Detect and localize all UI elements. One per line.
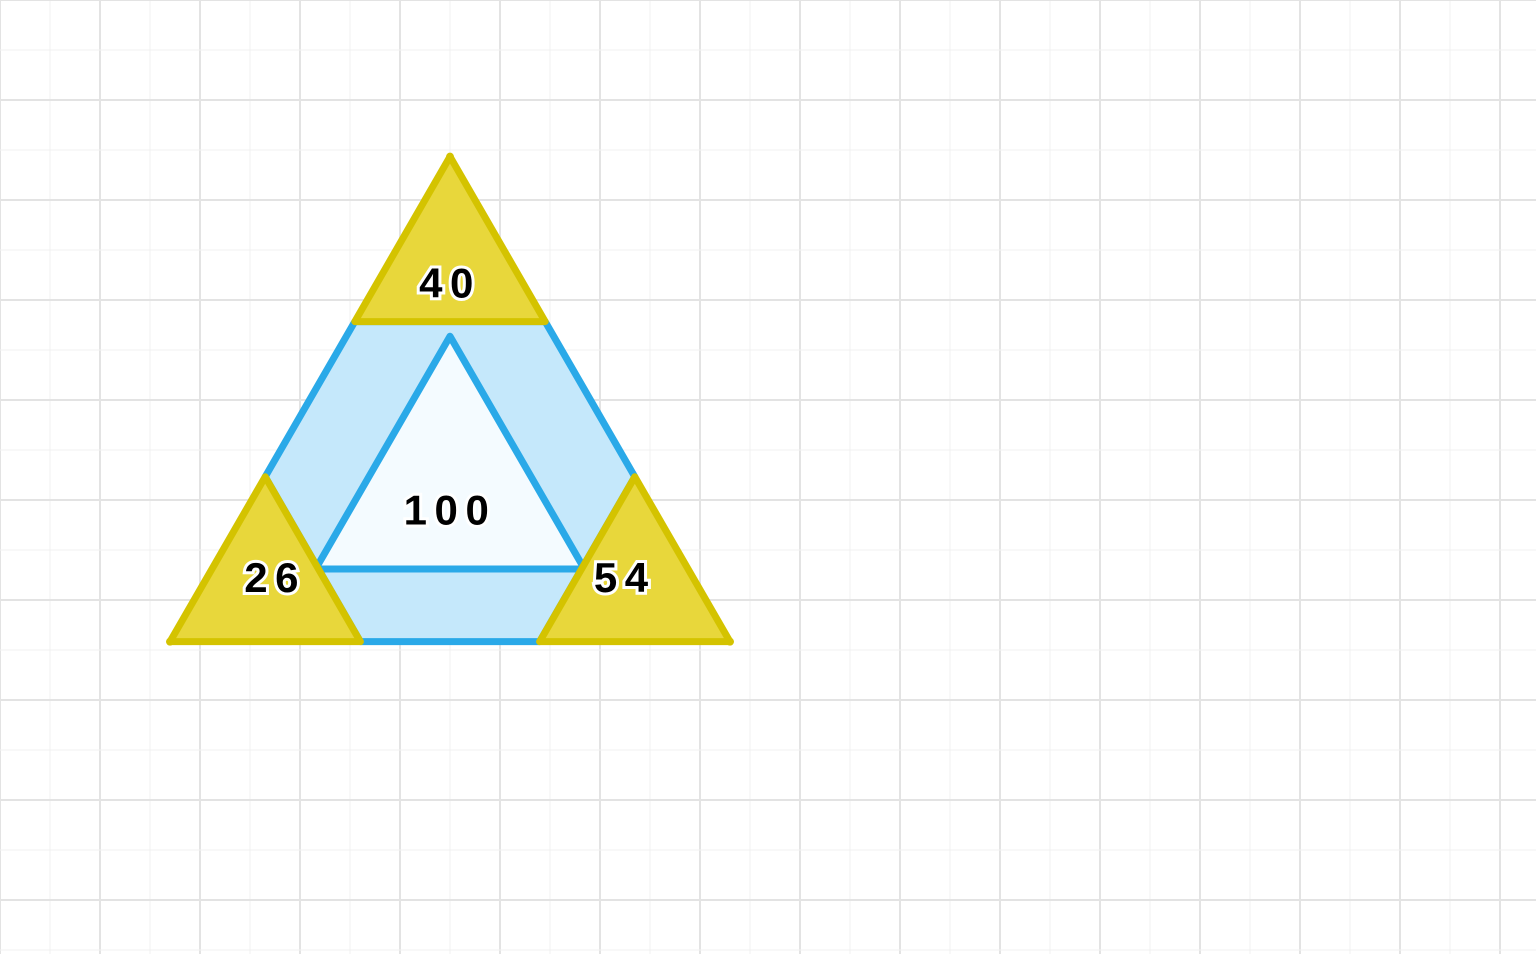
label-right: 54 [594, 554, 656, 601]
vertex-dot [166, 638, 174, 646]
vertex-dot [446, 153, 454, 161]
label-top: 40 [419, 260, 481, 307]
diagram-stage: 40 26 54 100 [0, 0, 1536, 954]
diagram-svg: 40 26 54 100 [0, 0, 1536, 954]
label-center: 100 [404, 487, 497, 534]
vertex-dot [726, 638, 734, 646]
label-left: 26 [244, 554, 306, 601]
